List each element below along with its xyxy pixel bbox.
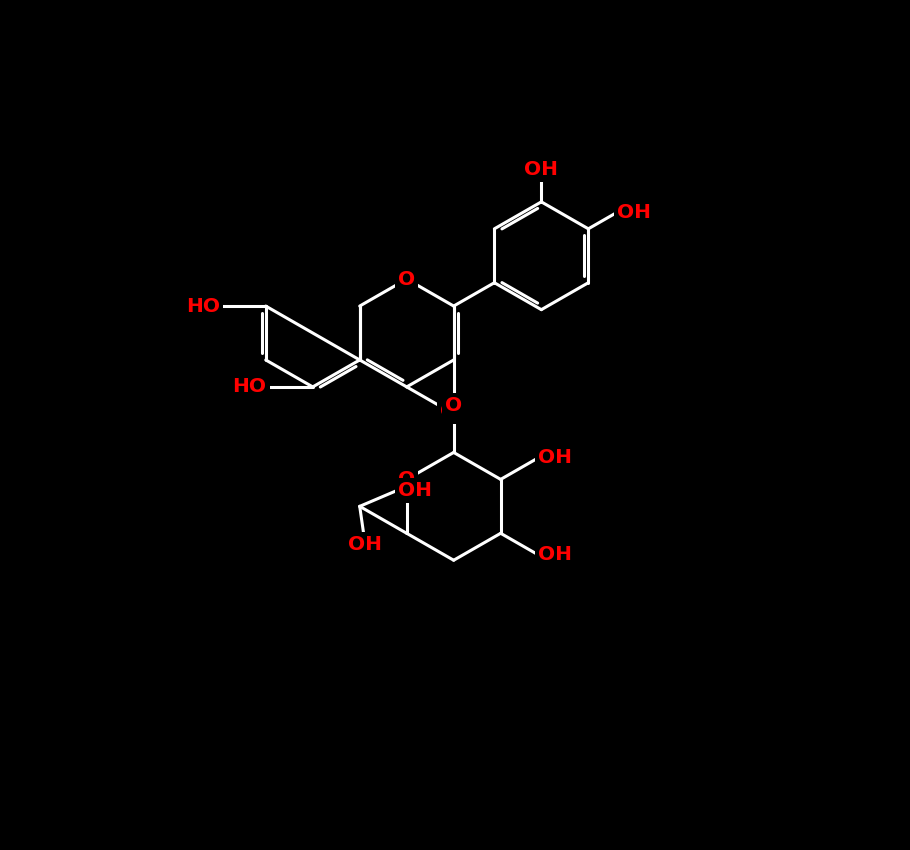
Text: O: O xyxy=(399,269,415,289)
Text: HO: HO xyxy=(233,377,267,396)
Text: O: O xyxy=(445,396,462,416)
Text: O: O xyxy=(440,402,458,421)
Text: OH: OH xyxy=(524,160,559,179)
Text: OH: OH xyxy=(398,480,431,500)
Text: O: O xyxy=(399,470,415,489)
Text: OH: OH xyxy=(538,448,572,468)
Text: OH: OH xyxy=(616,203,651,222)
Text: HO: HO xyxy=(186,297,219,315)
Text: OH: OH xyxy=(538,546,572,564)
Text: OH: OH xyxy=(349,535,382,553)
